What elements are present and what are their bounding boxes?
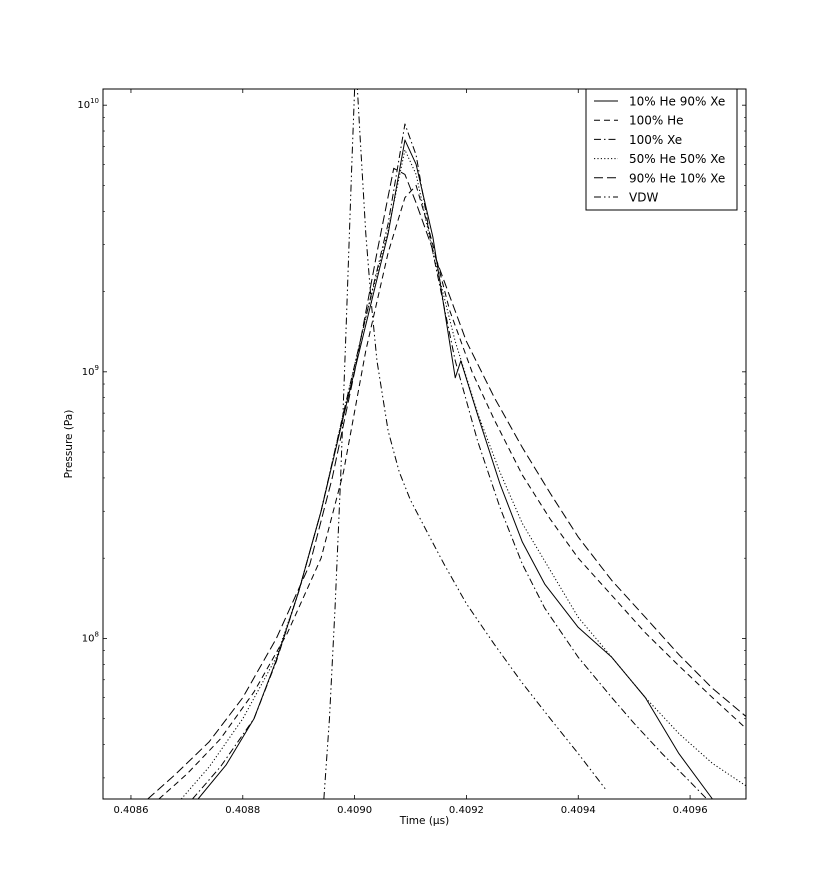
legend-label: 100% Xe	[629, 133, 682, 147]
legend-label: 10% He 90% Xe	[629, 95, 725, 109]
x-tick-label: 0.4088	[225, 805, 260, 816]
series-line-2	[158, 184, 746, 799]
series-line-3	[192, 123, 708, 799]
legend-label: 90% He 10% Xe	[629, 171, 725, 185]
x-tick-label: 0.4090	[337, 805, 372, 816]
x-tick-label: 0.4092	[449, 805, 484, 816]
x-tick-label: 0.4086	[113, 805, 148, 816]
legend-label: VDW	[629, 191, 658, 205]
legend-label: 50% He 50% Xe	[629, 152, 725, 166]
legend-box	[585, 88, 738, 211]
series-line-6	[323, 89, 607, 799]
y-axis-label: Pressure (Pa)	[63, 410, 75, 479]
x-tick-label: 0.4094	[561, 805, 596, 816]
y-tick-label: 109	[82, 364, 99, 378]
y-tick-label: 108	[82, 630, 99, 644]
legend-label: 100% He	[629, 114, 684, 128]
x-axis-label: Time (μs)	[399, 815, 449, 827]
series-line-5	[147, 167, 746, 799]
legend: 10% He 90% Xe 100% He 100% Xe 50% He 50% Xe…	[585, 88, 738, 211]
y-tick-label: 1010	[77, 97, 99, 111]
series-line-1	[197, 139, 713, 799]
plot-frame	[102, 88, 747, 800]
x-tick-label: 0.4096	[673, 805, 708, 816]
